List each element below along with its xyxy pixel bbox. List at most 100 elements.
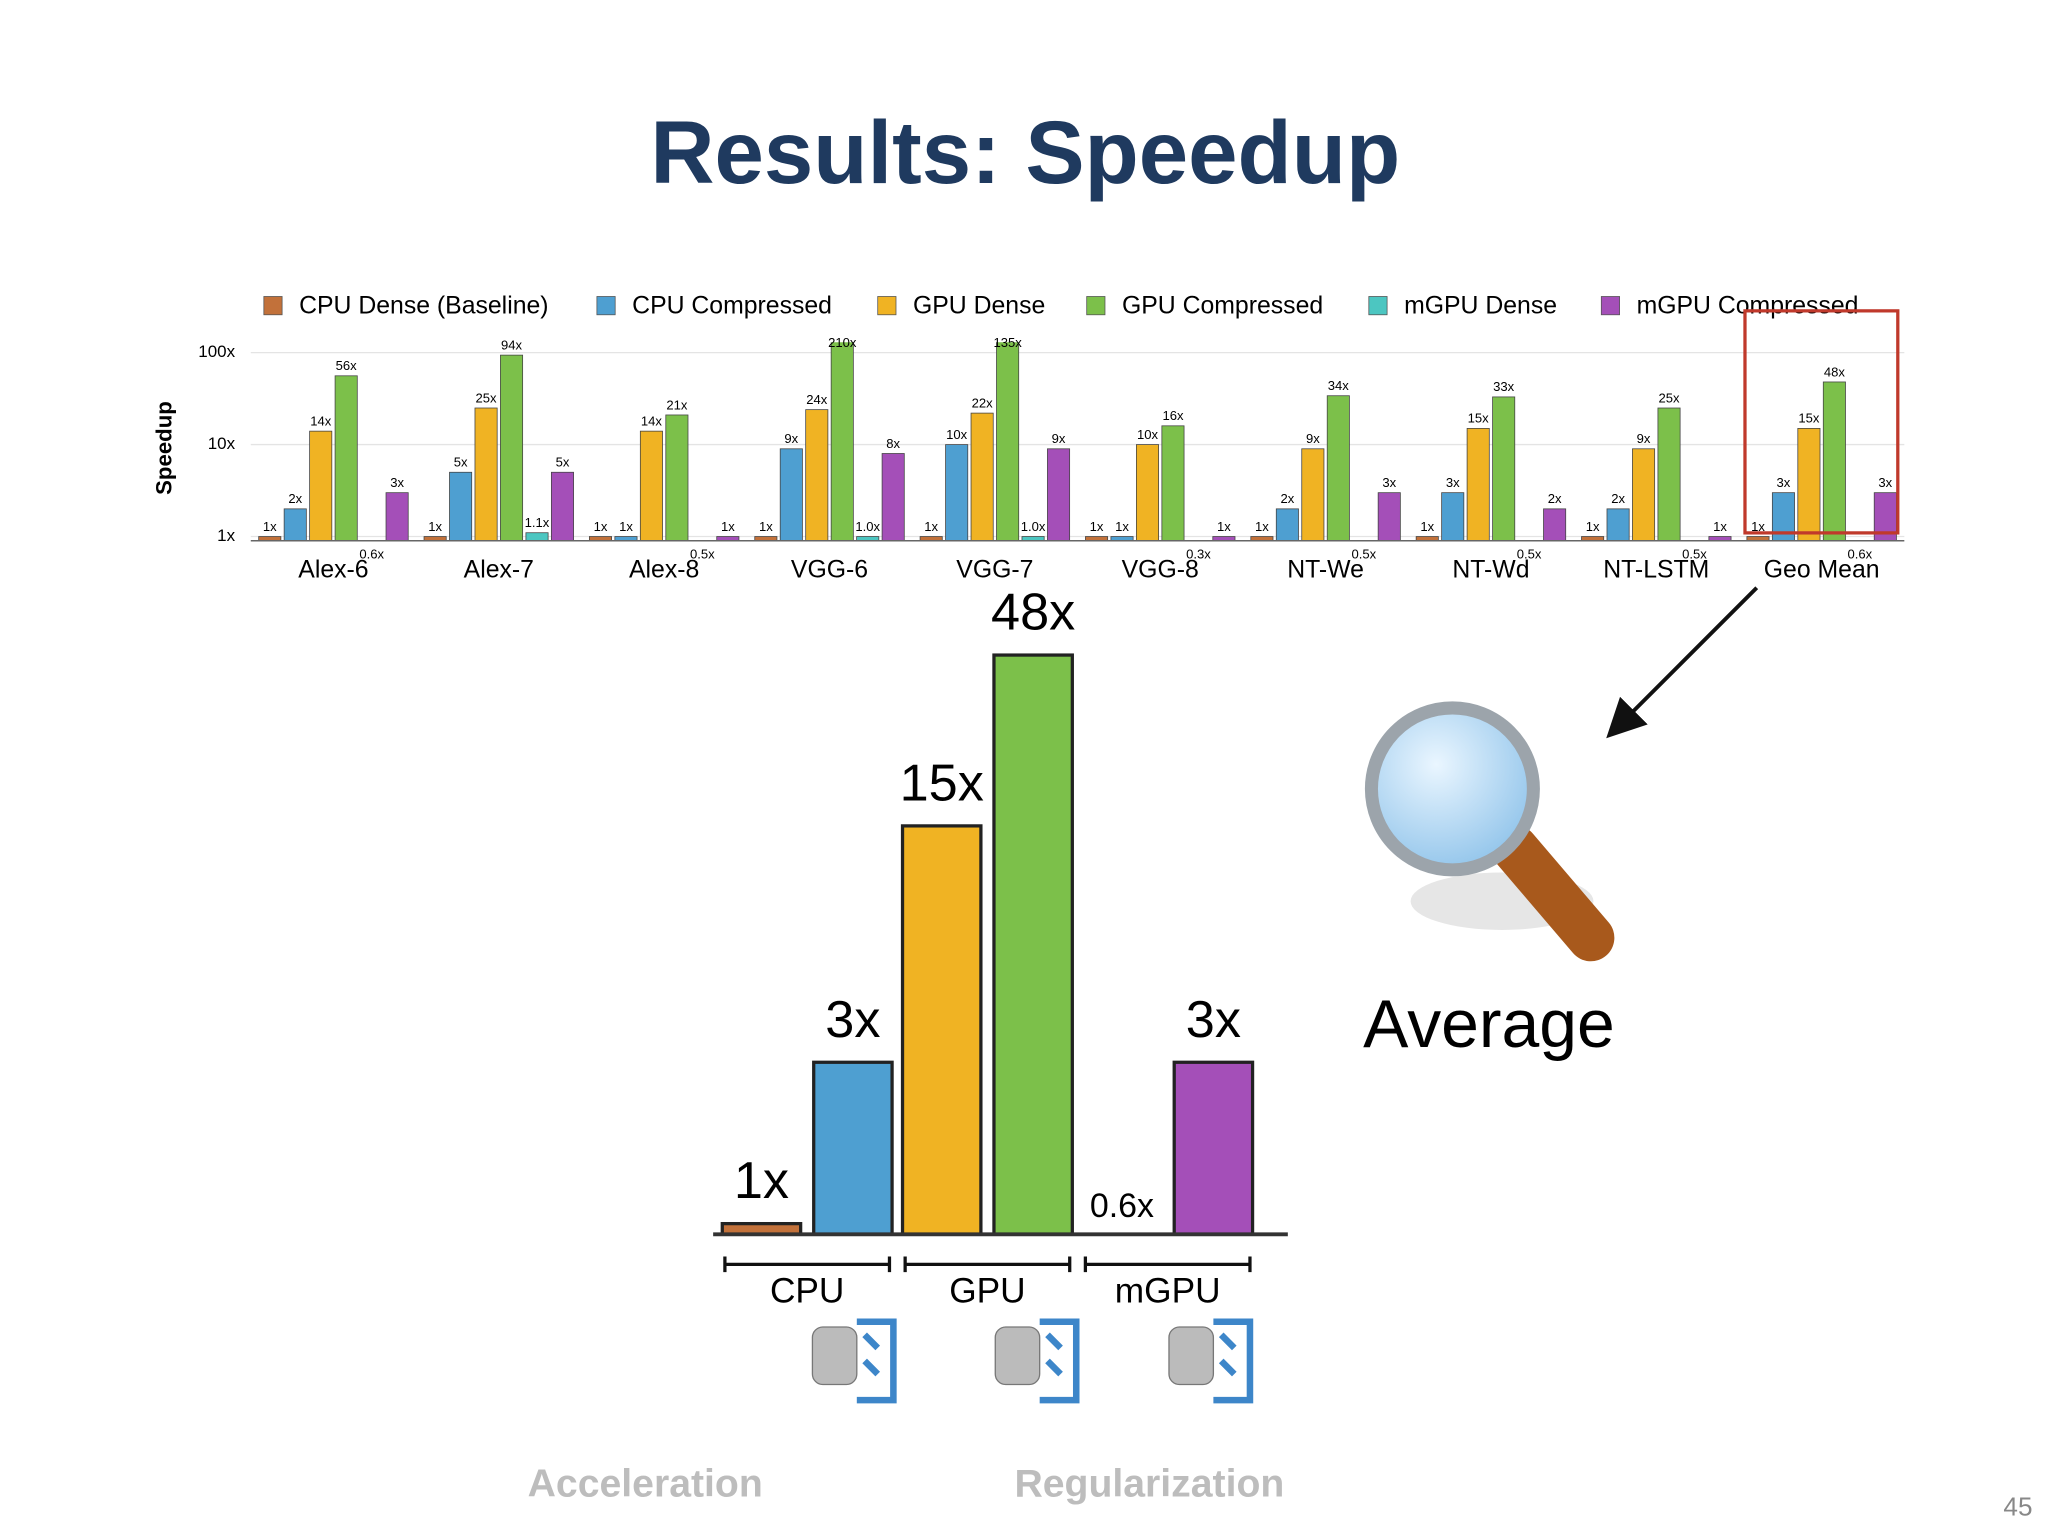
legend-label: mGPU Compressed — [1637, 292, 1859, 319]
value-label: 1x — [263, 519, 277, 534]
value-label: 1x — [1713, 519, 1727, 534]
value-label: 1x — [1217, 519, 1231, 534]
value-label: 1.0x — [1021, 519, 1046, 534]
bar — [449, 471, 473, 541]
group-bracket — [1083, 1256, 1252, 1273]
value-label: 1.1x — [525, 515, 550, 530]
bar — [1606, 508, 1630, 541]
value-label: 25x — [476, 390, 498, 405]
annotation: Average — [1363, 987, 1615, 1062]
value-label: 1x — [428, 519, 442, 534]
x-tick-label: GPU — [949, 1271, 1025, 1310]
value-label: 24x — [806, 392, 828, 407]
bar — [945, 444, 969, 541]
bar — [1326, 395, 1350, 541]
value-label: 1x — [759, 519, 773, 534]
value-label: 5x — [454, 455, 468, 470]
bar — [1657, 407, 1681, 541]
bar — [779, 448, 803, 541]
value-label: 0.5x — [1351, 547, 1376, 562]
value-label: 14x — [310, 413, 332, 428]
legend-swatch — [596, 296, 616, 316]
x-tick-label: Alex-7 — [464, 556, 534, 583]
legend-swatch — [1600, 296, 1620, 316]
value-label: 2x — [1611, 491, 1625, 506]
bar — [550, 471, 574, 541]
group-bracket — [903, 1256, 1072, 1273]
value-label: 8x — [886, 436, 900, 451]
value-label: 210x — [828, 335, 857, 350]
value-label: 56x — [336, 358, 358, 373]
value-label: 48x — [1824, 364, 1846, 379]
bar — [1301, 448, 1325, 541]
bar — [525, 532, 549, 541]
value-label: 94x — [501, 337, 523, 352]
bar — [1172, 1060, 1255, 1235]
value-label: 0.6x — [1848, 547, 1873, 562]
value-label: 1x — [1751, 519, 1765, 534]
value-label: 1x — [1255, 519, 1269, 534]
value-label: 3x — [1777, 475, 1791, 490]
value-label: 22x — [972, 395, 994, 410]
footer-item: Acceleration — [528, 1463, 763, 1506]
bar — [1275, 508, 1299, 541]
x-tick-label: mGPU — [1115, 1271, 1221, 1310]
x-tick-label: NT-LSTM — [1603, 556, 1709, 583]
value-label: 0.6x — [359, 547, 384, 562]
bar — [283, 508, 307, 541]
bar — [334, 375, 358, 541]
value-label: 15x — [900, 755, 984, 813]
y-tick-label: 1x — [217, 526, 235, 545]
bar — [900, 824, 983, 1235]
value-label: 2x — [1280, 491, 1294, 506]
bar — [665, 414, 689, 541]
bar — [385, 492, 409, 541]
arrow — [1606, 586, 1759, 739]
highlight-box — [1743, 309, 1900, 535]
value-label: 21x — [666, 397, 688, 412]
x-tick-label: NT-We — [1287, 556, 1364, 583]
bar — [474, 407, 498, 541]
bar — [970, 412, 994, 541]
x-tick-label: VGG-7 — [956, 556, 1033, 583]
bars — [258, 342, 1897, 541]
legend-swatch — [1368, 296, 1388, 316]
bar — [812, 1060, 894, 1235]
value-label: 10x — [946, 427, 968, 442]
bar — [881, 453, 905, 541]
value-label: 10x — [1137, 427, 1159, 442]
value-label: 1x — [721, 519, 735, 534]
detail-chart: 1x 10x 100x Speedup CPU Dense (Baseline) CPU … — [152, 292, 1905, 583]
bar — [1377, 492, 1401, 541]
value-label: 48x — [991, 584, 1075, 642]
x-tick-label: Alex-6 — [298, 556, 368, 583]
value-label: 15x — [1798, 411, 1820, 426]
bar — [1492, 396, 1516, 541]
legend-label: GPU Compressed — [1122, 292, 1323, 319]
bar — [1771, 492, 1795, 541]
x-tick-label: VGG-6 — [791, 556, 868, 583]
bar — [309, 430, 333, 541]
bar — [1466, 428, 1490, 541]
y-axis-label: Speedup — [152, 401, 177, 495]
value-label: 1x — [1420, 519, 1434, 534]
value-label: 2x — [288, 491, 302, 506]
summary-chart: 1x 3x CPU 15x 48x GPU 0.6x 3x mGPU — [713, 584, 1288, 1310]
value-label: 1.0x — [855, 519, 880, 534]
value-label: 0.3x — [1186, 547, 1211, 562]
value-label: 1x — [594, 519, 608, 534]
value-label: 25x — [1659, 390, 1681, 405]
value-label: 1x — [619, 519, 633, 534]
value-label: 0.5x — [1682, 547, 1707, 562]
value-label: 1x — [1115, 519, 1129, 534]
value-label: 34x — [1328, 378, 1350, 393]
value-label: 135x — [993, 335, 1022, 350]
x-tick-label: Geo Mean — [1764, 556, 1880, 583]
value-label: 0.5x — [1517, 547, 1542, 562]
bar — [1543, 508, 1567, 541]
value-label: 14x — [641, 413, 663, 428]
value-label: 1x — [924, 519, 938, 534]
slide-title: Results: Speedup — [650, 103, 1400, 202]
value-label: 9x — [1306, 431, 1320, 446]
